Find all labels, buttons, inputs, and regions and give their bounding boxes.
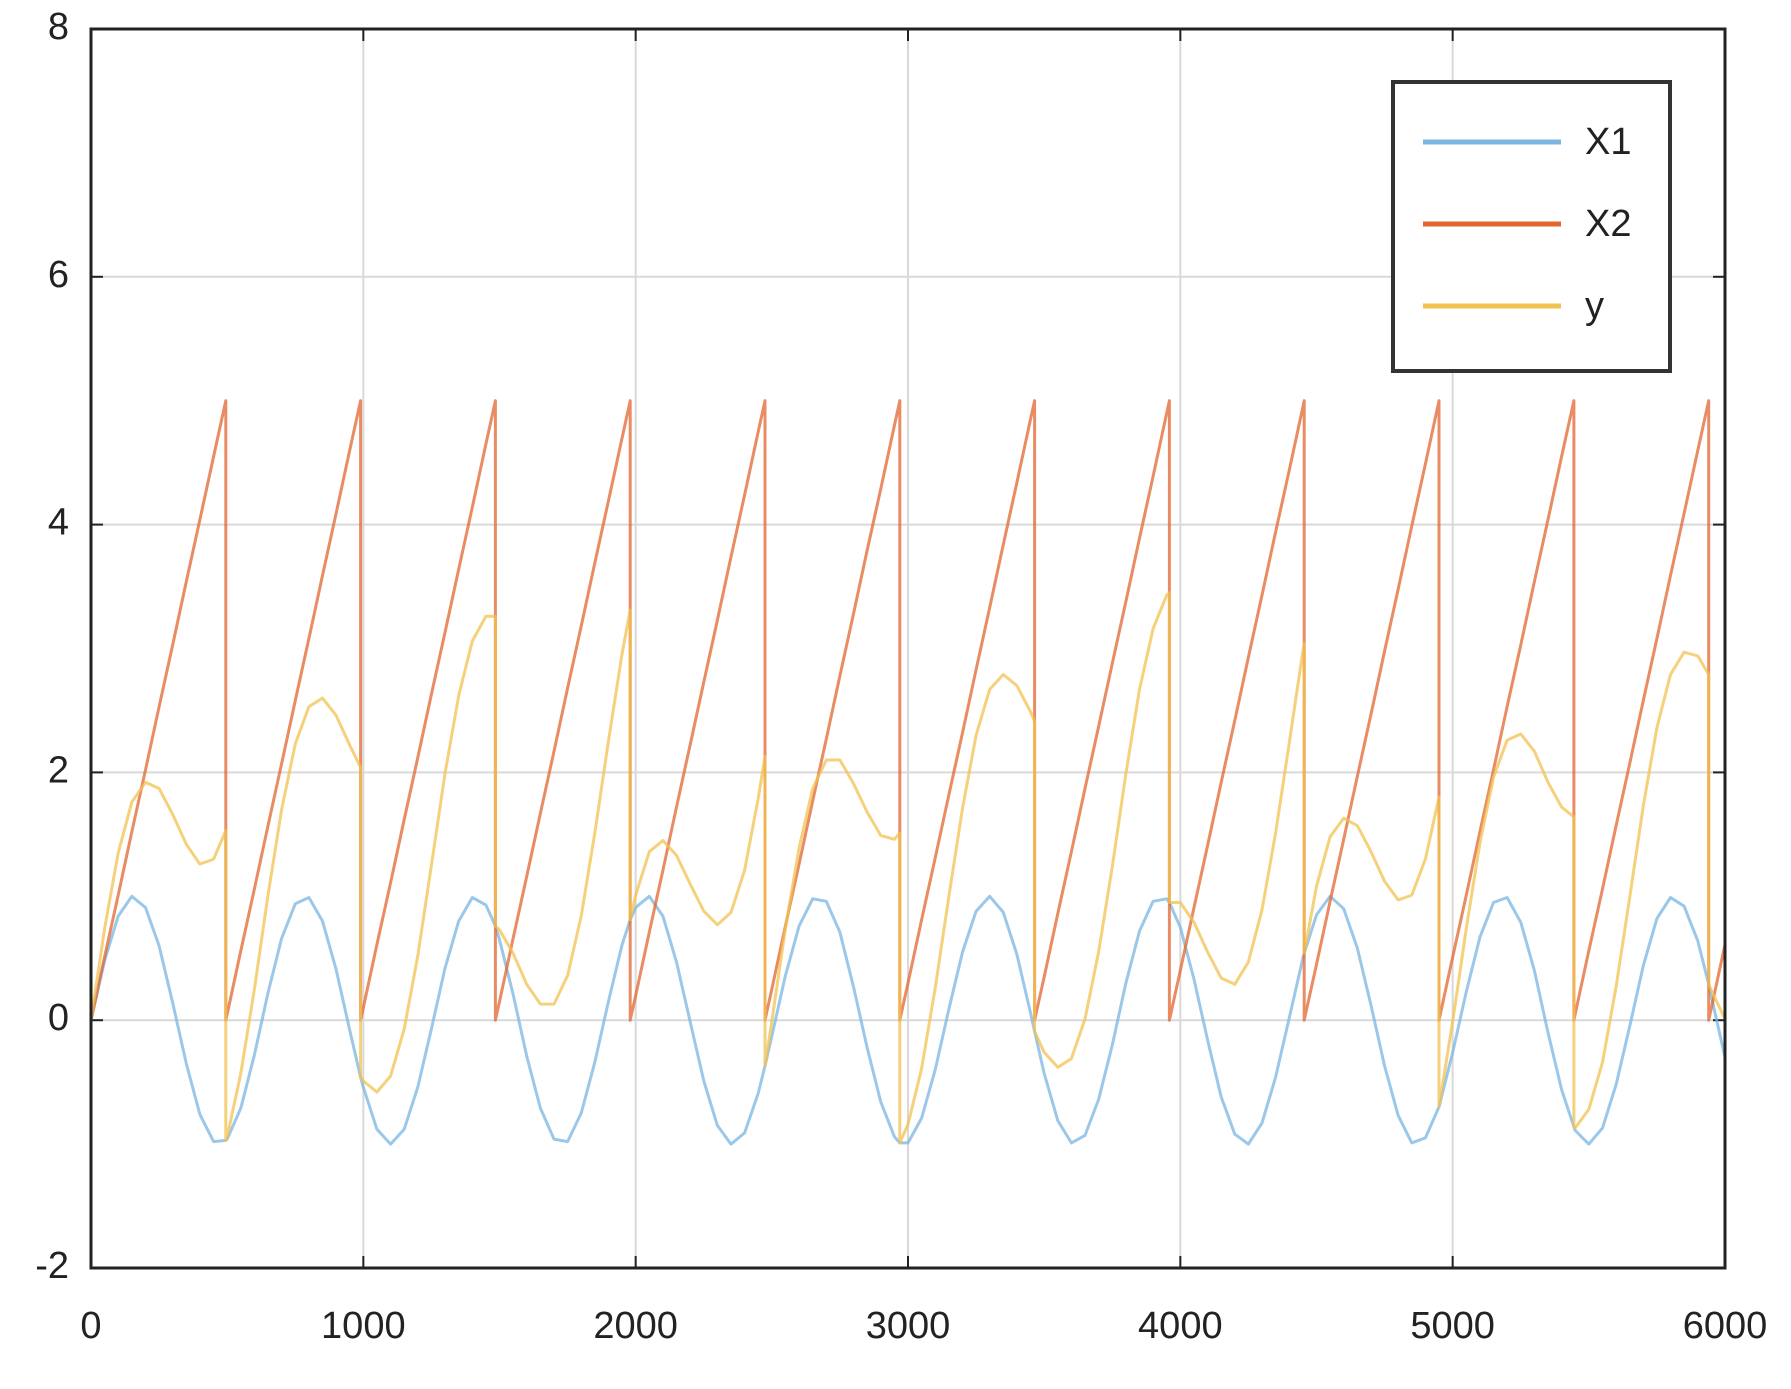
legend-label: X1 [1585,121,1631,163]
legend-label: y [1585,285,1604,327]
legend-label: X2 [1585,203,1631,245]
x-tick-label: 0 [80,1305,101,1347]
x-tick-label: 2000 [593,1305,678,1347]
y-tick-label: 6 [48,254,69,296]
series-line [89,894,1727,1146]
x-tick-label: 4000 [1138,1305,1223,1347]
series-line [89,399,1727,1022]
y-tick-label: -2 [35,1245,69,1287]
y-tick-label: 4 [48,502,69,544]
x-tick-label: 3000 [866,1305,951,1347]
y-tick-label: 8 [48,6,69,48]
y-tick-label: 2 [48,749,69,791]
x-tick-label: 6000 [1683,1305,1768,1347]
series-line [89,591,1727,1145]
y-tick-label: 0 [48,997,69,1039]
x-tick-label: 1000 [321,1305,406,1347]
x-tick-label: 5000 [1410,1305,1495,1347]
plot-frame [89,27,1727,1270]
